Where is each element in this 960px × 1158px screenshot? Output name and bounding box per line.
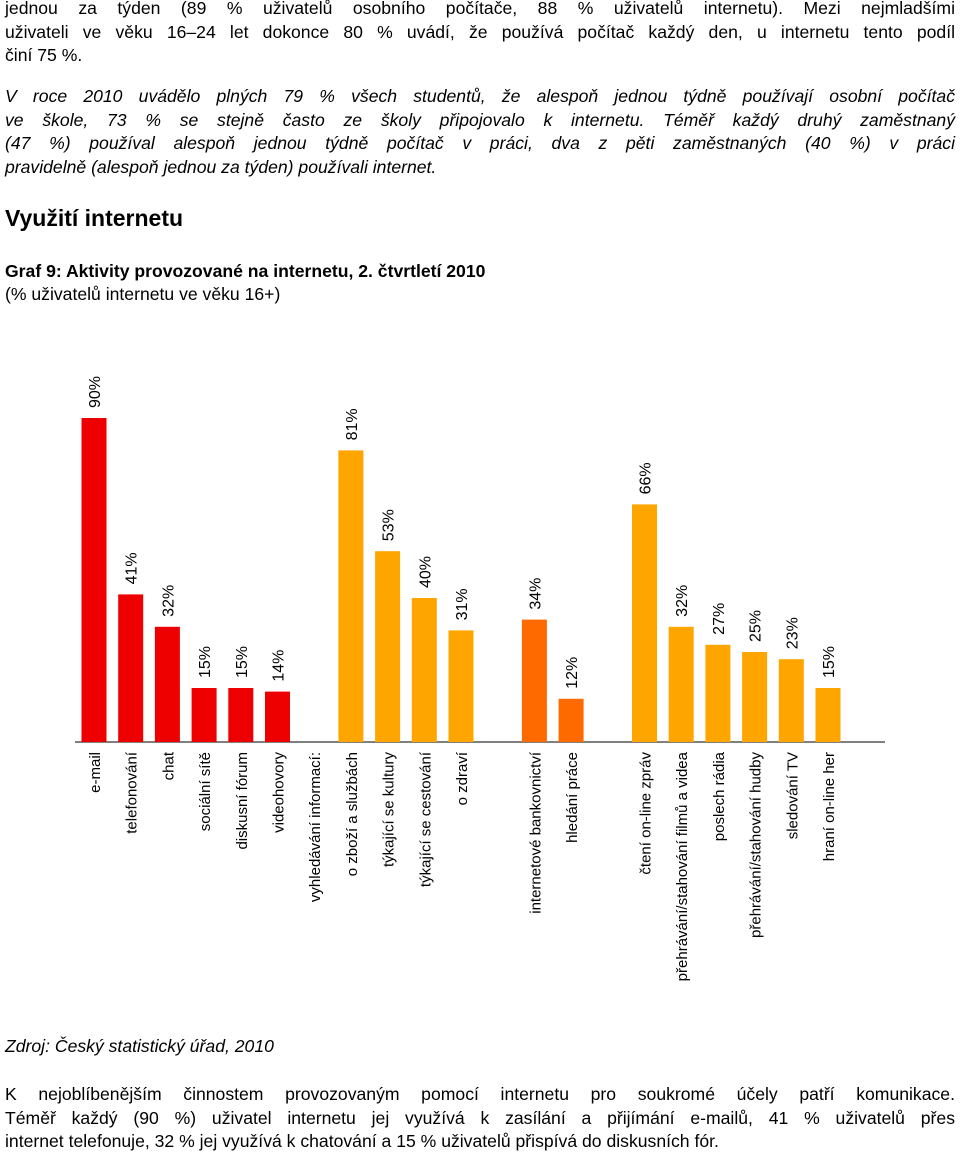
bar-value-label: 40%	[417, 556, 434, 588]
category-label: přehrávání/stahování filmů a videa	[674, 751, 691, 981]
bar	[411, 598, 437, 742]
bar	[265, 691, 290, 742]
source-note: Zdroj: Český statistický úřad, 2010	[5, 1036, 274, 1056]
bar-value-label: 32%	[160, 585, 177, 617]
category-label: sociální sítě	[197, 752, 214, 831]
bar	[668, 626, 694, 742]
bar-value-label: 32%	[674, 585, 691, 617]
bar-value-label: 31%	[454, 588, 471, 620]
bar-value-label: 34%	[527, 578, 544, 610]
bar	[228, 688, 254, 742]
category-label: e-mail	[87, 752, 104, 793]
bar	[558, 698, 584, 742]
category-label: hledání práce	[564, 752, 581, 843]
category-label: poslech rádia	[711, 751, 728, 841]
bar-value-label: 15%	[234, 646, 251, 678]
category-label: týkající se cestování	[417, 751, 434, 887]
category-label: videohovory	[271, 752, 288, 833]
section-heading: Využití internetu	[5, 205, 184, 231]
category-label: přehrávání/stahování hudby	[748, 752, 765, 938]
bar	[742, 652, 768, 742]
intro-line: jednou za týden (89 % uživatelů osobního…	[5, 0, 955, 18]
category-label: čtení on-line zpráv	[638, 752, 655, 875]
bar	[521, 619, 547, 742]
bar-value-label: 27%	[711, 603, 728, 635]
bar	[118, 594, 144, 742]
school-line: ve škole, 73 % se stejně často ze školy …	[5, 109, 955, 130]
bar-value-label: 23%	[784, 617, 801, 649]
category-label: telefonování	[124, 751, 141, 834]
bar	[191, 688, 217, 742]
bar-value-label: 66%	[638, 462, 655, 494]
bar-value-label: 41%	[124, 552, 141, 584]
bar-value-label: 81%	[344, 408, 361, 440]
intro-line: činí 75 %.	[5, 45, 83, 66]
bar	[778, 659, 804, 742]
closing-line: internet telefonuje, 32 % jej využívá k …	[5, 1131, 719, 1152]
category-label: internetové bankovnictví	[527, 751, 544, 914]
bar	[705, 644, 731, 742]
bar	[632, 504, 657, 742]
category-label: sledování TV	[784, 752, 801, 839]
activities-bar-chart: 90% 41% 32% 15% 15% 14% 81% 53% 40% 31% 34% 12% 66% 3…	[75, 376, 885, 981]
chart-title: Graf 9: Aktivity provozované na internet…	[5, 261, 486, 281]
bar-value-label: 15%	[197, 646, 214, 678]
bar	[375, 551, 401, 742]
category-label: chat	[160, 751, 177, 780]
bar	[81, 418, 107, 742]
bar-value-label: 12%	[564, 657, 581, 689]
bar-value-label: 53%	[381, 509, 398, 541]
school-line: V roce 2010 uvádělo plných 79 % všech st…	[5, 86, 955, 106]
school-line: pravidelně (alespoň jednou za týden) pou…	[5, 156, 437, 177]
bar	[815, 688, 841, 742]
school-paragraph: V roce 2010 uvádělo plných 79 % všech st…	[5, 85, 955, 179]
school-line: (47 %) používal alespoň jednou týdně poč…	[5, 133, 955, 154]
bar-value-label: 25%	[748, 610, 765, 642]
closing-line: K nejoblíbenějším činnostem provozovaným…	[5, 1084, 955, 1104]
category-label: diskusní fórum	[234, 752, 251, 850]
bar-value-label: 90%	[87, 376, 104, 408]
bar-value-label: 15%	[821, 646, 838, 678]
category-label: hraní on-line her	[821, 752, 838, 861]
category-label: týkající se kultury	[381, 752, 398, 868]
category-label: o zboží a službách	[344, 752, 361, 876]
bar	[154, 626, 180, 742]
intro-line: uživateli ve věku 16–24 let dokonce 80 %…	[5, 21, 955, 42]
bar	[448, 630, 474, 742]
category-label: vyhledávání informací:	[307, 752, 324, 902]
chart-subtitle: (% uživatelů internetu ve věku 16+)	[5, 284, 281, 304]
closing-paragraph: K nejoblíbenějším činnostem provozovaným…	[5, 1083, 955, 1154]
category-label: o zdraví	[454, 751, 471, 805]
intro-paragraph: jednou za týden (89 % uživatelů osobního…	[5, 0, 955, 68]
bar	[338, 450, 364, 742]
bar-value-label: 14%	[271, 650, 288, 682]
closing-line: Téměř každý (90 %) uživatel internetu je…	[5, 1107, 955, 1128]
